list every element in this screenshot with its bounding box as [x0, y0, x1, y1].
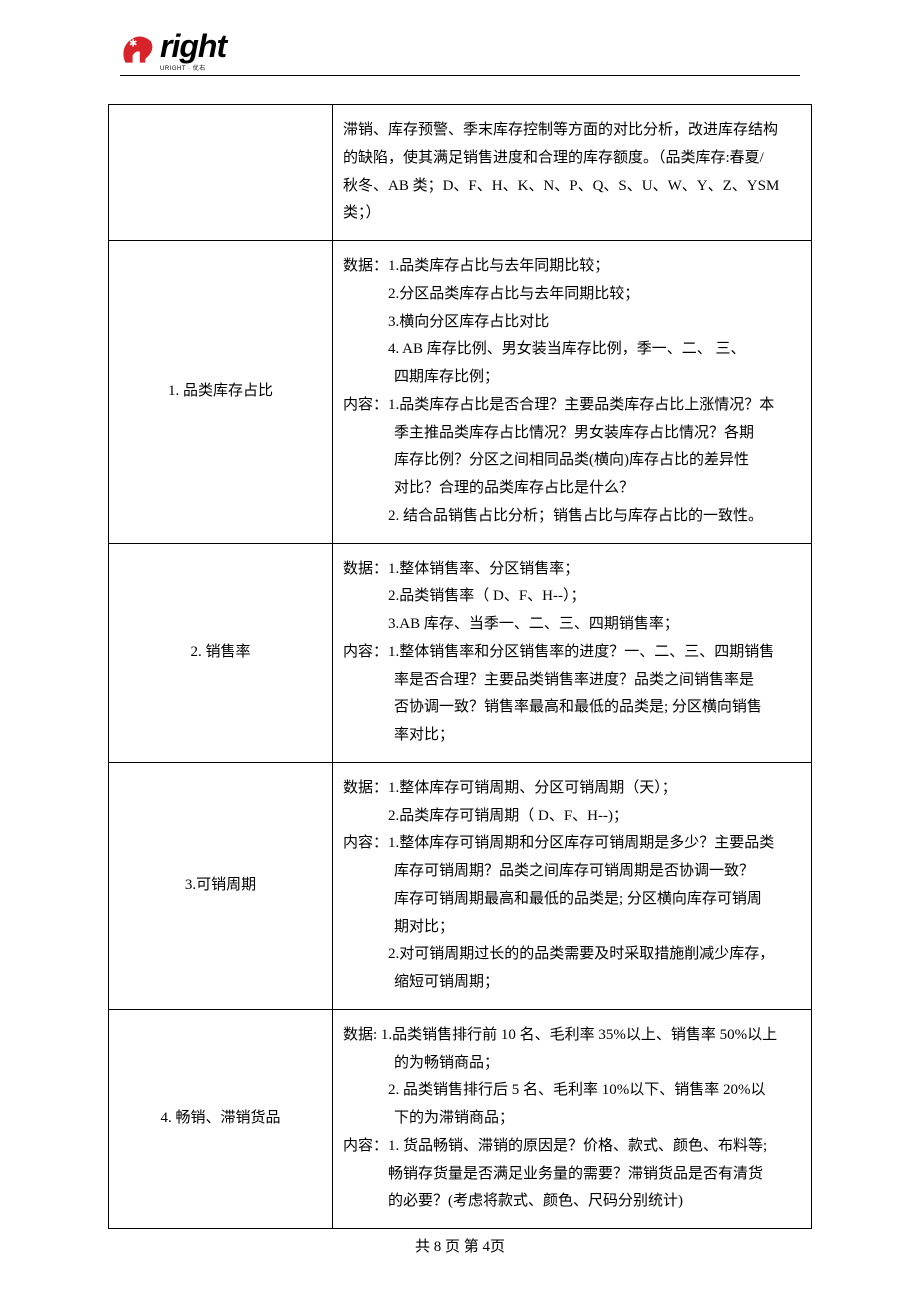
body-line: 内容：1.整体销售率和分区销售率的进度？一、二、三、四期销售 [343, 639, 801, 667]
body-line: 2.分区品类库存占比与去年同期比较； [343, 281, 801, 309]
body-line: 2.对可销周期过长的的品类需要及时采取措施削减少库存， [343, 941, 801, 969]
row-body-cell: 数据：1.品类库存占比与去年同期比较；2.分区品类库存占比与去年同期比较；3.横… [333, 241, 812, 544]
page-header: ✱ right URIGHT · 优右 [0, 0, 920, 76]
main-table: 滞销、库存预警、季末库存控制等方面的对比分析，改进库存结构的缺陷，使其满足销售进… [108, 104, 812, 1229]
table-row: 4. 畅销、滞销货品数据: 1.品类销售排行前 10 名、毛利率 35%以上、销… [109, 1009, 812, 1228]
body-line: 数据：1.品类库存占比与去年同期比较； [343, 253, 801, 281]
body-line: 2.品类库存可销周期（ D、F、H--)； [343, 803, 801, 831]
body-line: 2. 品类销售排行后 5 名、毛利率 10%以下、销售率 20%以 [343, 1077, 801, 1105]
row-label-cell: 3.可销周期 [109, 762, 333, 1009]
logo-icon: ✱ [120, 32, 156, 68]
table-row: 1. 品类库存占比数据：1.品类库存占比与去年同期比较；2.分区品类库存占比与去… [109, 241, 812, 544]
body-line: 3.横向分区库存占比对比 [343, 309, 801, 337]
body-line: 库存比例？分区之间相同品类(横向)库存占比的差异性 [343, 447, 801, 475]
logo-subline: URIGHT · 优右 [160, 63, 226, 72]
body-line: 内容：1. 货品畅销、滞销的原因是？价格、款式、颜色、布料等; [343, 1133, 801, 1161]
row-label-cell: 2. 销售率 [109, 543, 333, 762]
page-footer: 共 8 页 第 4页 [0, 1235, 920, 1256]
table-row: 滞销、库存预警、季末库存控制等方面的对比分析，改进库存结构的缺陷，使其满足销售进… [109, 105, 812, 241]
body-line: 畅销存货量是否满足业务量的需要？滞销货品是否有清货 [343, 1161, 801, 1189]
body-line: 否协调一致？销售率最高和最低的品类是; 分区横向销售 [343, 694, 801, 722]
body-line: 2.品类销售率（ D、F、H--）； [343, 583, 801, 611]
logo-text: right [160, 28, 226, 64]
body-line: 库存可销周期最高和最低的品类是; 分区横向库存可销周 [343, 886, 801, 914]
table-row: 2. 销售率数据：1.整体销售率、分区销售率；2.品类销售率（ D、F、H--）… [109, 543, 812, 762]
body-line: 四期库存比例； [343, 364, 801, 392]
body-line: 下的为滞销商品； [343, 1105, 801, 1133]
header-divider [120, 75, 800, 76]
body-line: 数据：1.整体销售率、分区销售率； [343, 556, 801, 584]
body-line: 的缺陷，使其满足销售进度和合理的库存额度。（品类库存:春夏/ [343, 145, 801, 173]
page-content: 滞销、库存预警、季末库存控制等方面的对比分析，改进库存结构的缺陷，使其满足销售进… [0, 76, 920, 1229]
body-line: 4. AB 库存比例、男女装当库存比例，季一、二、 三、 [343, 336, 801, 364]
body-line: 缩短可销周期； [343, 969, 801, 997]
logo: ✱ right URIGHT · 优右 [120, 28, 226, 72]
body-line: 滞销、库存预警、季末库存控制等方面的对比分析，改进库存结构 [343, 117, 801, 145]
row-body-cell: 数据：1.整体库存可销周期、分区可销周期（天）；2.品类库存可销周期（ D、F、… [333, 762, 812, 1009]
logo-star: ✱ [129, 38, 137, 49]
logo-wordmark: right URIGHT · 优右 [160, 28, 226, 72]
body-line: 数据：1.整体库存可销周期、分区可销周期（天）； [343, 775, 801, 803]
body-line: 3.AB 库存、当季一、二、三、四期销售率； [343, 611, 801, 639]
body-line: 秋冬、AB 类；D、F、H、K、N、P、Q、S、U、W、Y、Z、YSM 类；） [343, 173, 801, 229]
row-body-cell: 数据：1.整体销售率、分区销售率；2.品类销售率（ D、F、H--）；3.AB … [333, 543, 812, 762]
row-label-cell: 1. 品类库存占比 [109, 241, 333, 544]
body-line: 2. 结合品销售占比分析；销售占比与库存占比的一致性。 [343, 503, 801, 531]
table-row: 3.可销周期数据：1.整体库存可销周期、分区可销周期（天）；2.品类库存可销周期… [109, 762, 812, 1009]
body-line: 率是否合理？主要品类销售率进度？品类之间销售率是 [343, 667, 801, 695]
body-line: 期对比； [343, 914, 801, 942]
body-line: 内容：1.整体库存可销周期和分区库存可销周期是多少？主要品类 [343, 830, 801, 858]
body-line: 的为畅销商品； [343, 1050, 801, 1078]
row-label-cell: 4. 畅销、滞销货品 [109, 1009, 333, 1228]
body-line: 库存可销周期？品类之间库存可销周期是否协调一致？ [343, 858, 801, 886]
body-line: 内容：1.品类库存占比是否合理？主要品类库存占比上涨情况？本 [343, 392, 801, 420]
body-line: 率对比； [343, 722, 801, 750]
row-body-cell: 滞销、库存预警、季末库存控制等方面的对比分析，改进库存结构的缺陷，使其满足销售进… [333, 105, 812, 241]
row-label-cell [109, 105, 333, 241]
page-number: 共 8 页 第 4页 [415, 1239, 505, 1255]
body-line: 对比？合理的品类库存占比是什么？ [343, 475, 801, 503]
row-body-cell: 数据: 1.品类销售排行前 10 名、毛利率 35%以上、销售率 50%以上的为… [333, 1009, 812, 1228]
body-line: 的必要？(考虑将款式、颜色、尺码分别统计) [343, 1188, 801, 1216]
body-line: 季主推品类库存占比情况？男女装库存占比情况？各期 [343, 420, 801, 448]
body-line: 数据: 1.品类销售排行前 10 名、毛利率 35%以上、销售率 50%以上 [343, 1022, 801, 1050]
